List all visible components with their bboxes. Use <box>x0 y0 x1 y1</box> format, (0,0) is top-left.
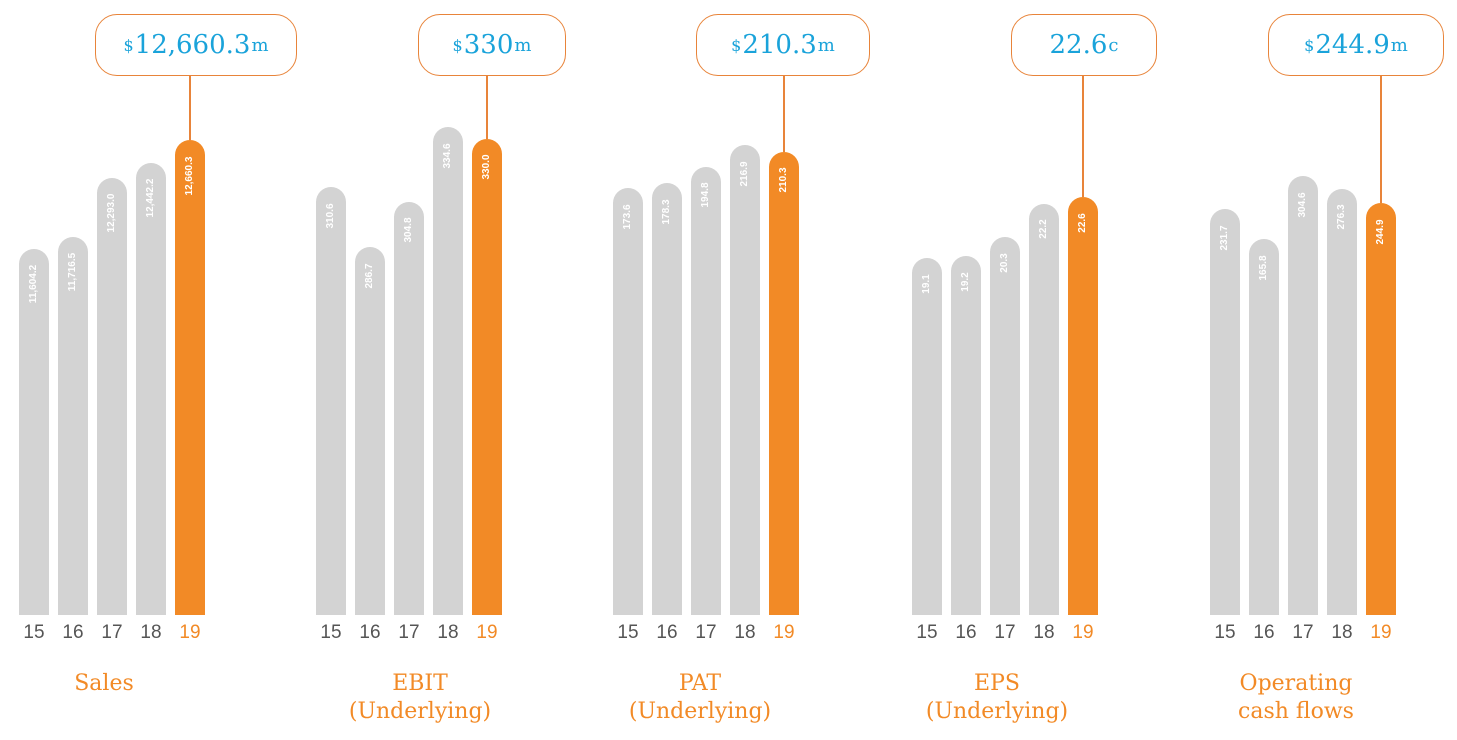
headline-value-callout: $244.9 m <box>1268 14 1444 76</box>
headline-unit: m <box>251 34 269 56</box>
year-tick-label: 17 <box>695 622 717 643</box>
bar: 19.1 <box>912 258 942 615</box>
metric-title: EBIT (Underlying) <box>348 671 492 724</box>
bar-value-label: 231.7 <box>1219 225 1230 251</box>
year-tick-label: 16 <box>1253 622 1275 643</box>
year-tick-label: 19 <box>1370 622 1392 643</box>
bar-value-label: 244.9 <box>1375 219 1386 245</box>
year-tick-label: 19 <box>476 622 498 643</box>
headline-unit: m <box>1390 34 1408 56</box>
bar-current-year: 330.0 <box>472 138 502 615</box>
year-tick-label: 18 <box>1033 622 1055 643</box>
year-tick-label: 19 <box>1072 622 1094 643</box>
year-tick-label: 17 <box>398 622 420 643</box>
headline-value-callout: $12,660.3 m <box>95 14 297 76</box>
callout-connector-line <box>783 76 785 152</box>
bar: 12,293.0 <box>97 177 127 615</box>
bar: 11,716.5 <box>58 237 88 615</box>
headline-value-callout: $330 m <box>418 14 566 76</box>
headline-value-callout: 22.6 c <box>1011 14 1157 76</box>
bar: 310.6 <box>316 187 346 615</box>
bar: 231.7 <box>1210 209 1240 615</box>
metric-title: PAT (Underlying) <box>628 671 772 724</box>
bar-current-year: 210.3 <box>769 151 799 615</box>
bar: 334.6 <box>433 127 463 615</box>
year-tick-label: 15 <box>320 622 342 643</box>
year-tick-label: 15 <box>23 622 45 643</box>
year-tick-label: 18 <box>140 622 162 643</box>
year-tick-label: 16 <box>62 622 84 643</box>
headline-unit: m <box>514 34 532 56</box>
callout-connector-line <box>1082 76 1084 197</box>
metric-title: Operating cash flows <box>1238 671 1354 724</box>
headline-unit: m <box>817 34 835 56</box>
currency-symbol: $ <box>1304 35 1315 55</box>
year-tick-label: 15 <box>916 622 938 643</box>
bar: 194.8 <box>691 166 721 615</box>
bar-value-label: 304.6 <box>1297 191 1308 218</box>
callout-connector-line <box>486 76 488 139</box>
year-tick-label: 18 <box>734 622 756 643</box>
bar: 20.3 <box>990 237 1020 615</box>
callout-connector-line <box>189 76 191 140</box>
bar: 12,442.2 <box>136 162 166 615</box>
year-tick-label: 17 <box>994 622 1016 643</box>
headline-unit: c <box>1108 34 1119 56</box>
bar: 276.3 <box>1327 188 1357 615</box>
bar-current-year: 12,660.3 <box>175 140 205 615</box>
headline-value: 22.6 <box>1049 30 1108 60</box>
headline-value: 12,660.3 <box>134 30 251 60</box>
bar: 216.9 <box>730 145 760 615</box>
bar: 304.6 <box>1288 176 1318 615</box>
currency-symbol: $ <box>731 35 742 55</box>
year-tick-label: 18 <box>1331 622 1353 643</box>
headline-value: 244.9 <box>1315 30 1390 60</box>
year-tick-label: 16 <box>359 622 381 643</box>
bar: 11,604.2 <box>19 249 49 615</box>
year-tick-label: 18 <box>437 622 459 643</box>
bar: 304.8 <box>394 201 424 615</box>
year-tick-label: 19 <box>773 622 795 643</box>
year-tick-label: 17 <box>101 622 123 643</box>
bar-current-year: 22.6 <box>1068 197 1098 615</box>
bar: 165.8 <box>1249 239 1279 615</box>
currency-symbol: $ <box>452 35 463 55</box>
metric-title: EPS (Underlying) <box>925 671 1069 724</box>
bar: 178.3 <box>652 183 682 615</box>
headline-value: 330 <box>463 30 514 60</box>
year-tick-label: 15 <box>1214 622 1236 643</box>
year-tick-label: 19 <box>179 622 201 643</box>
metric-title: Sales <box>74 671 134 696</box>
bar-value-label: 276.3 <box>1336 204 1347 230</box>
bar-value-label: 165.8 <box>1258 254 1269 281</box>
year-tick-label: 17 <box>1292 622 1314 643</box>
year-tick-label: 16 <box>955 622 977 643</box>
bar: 19.2 <box>951 256 981 615</box>
year-tick-label: 16 <box>656 622 678 643</box>
bar-current-year: 244.9 <box>1366 203 1396 615</box>
headline-value-callout: $210.3 m <box>696 14 870 76</box>
bar: 286.7 <box>355 247 385 615</box>
year-tick-label: 15 <box>617 622 639 643</box>
callout-connector-line <box>1380 76 1382 204</box>
headline-value: 210.3 <box>742 30 817 60</box>
bar: 173.6 <box>613 188 643 615</box>
currency-symbol: $ <box>123 35 134 55</box>
bar: 22.2 <box>1029 203 1059 615</box>
